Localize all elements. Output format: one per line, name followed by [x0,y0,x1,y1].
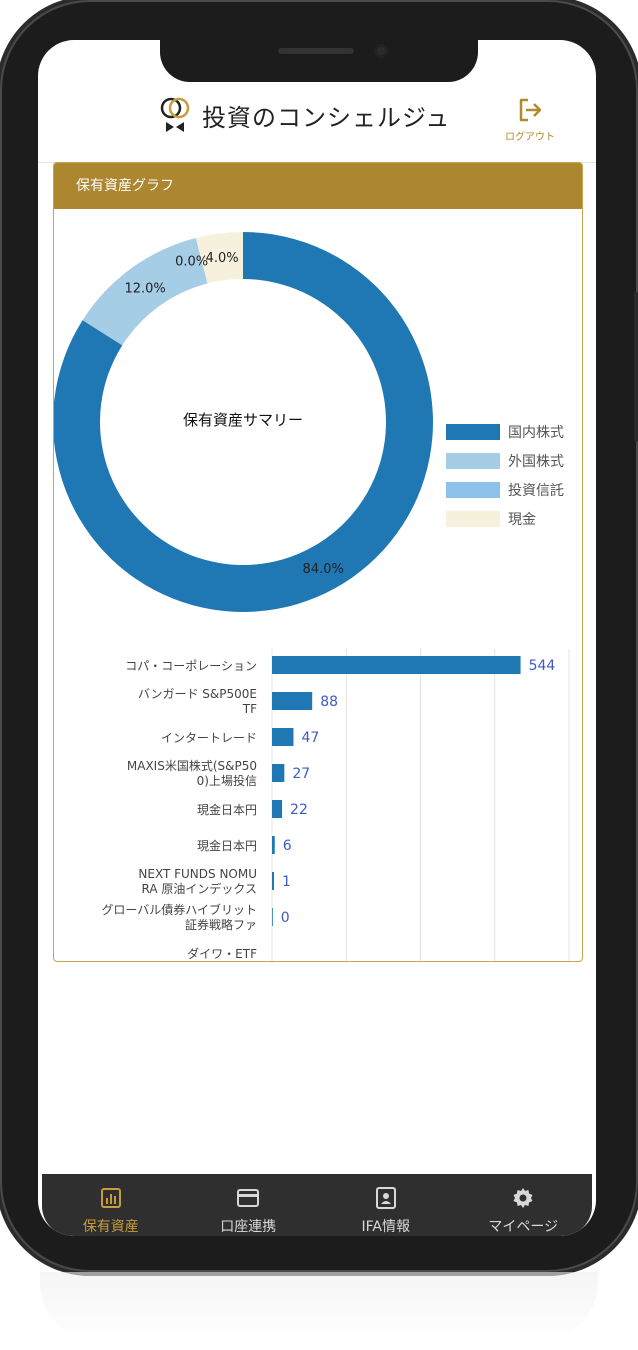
legend-item[interactable]: 国内株式 [446,417,564,446]
bar-category-label: バンガード S&P500E TF [138,687,257,716]
notch [160,38,478,82]
bar[interactable] [272,872,274,890]
donut-legend: 国内株式外国株式投資信託現金 [446,417,564,533]
legend-label: 投資信託 [508,482,564,499]
legend-swatch [446,481,500,498]
gear-icon [513,1188,533,1208]
donut-chart: 保有資産サマリー 84.0% 12.0% 0.0%4.0% [54,232,433,612]
bar-value-label: 22 [290,802,308,818]
logout-label: ログアウト [505,132,555,143]
legend-item[interactable]: 投資信託 [446,475,564,504]
legend-item[interactable]: 外国株式 [446,446,564,475]
card-title: 保有資産グラフ [54,163,582,209]
bar-category-label: 現金日本円 [197,802,257,817]
logout-button[interactable]: ログアウト [500,96,560,143]
tab-credit-card[interactable]: 口座連携 [180,1174,318,1236]
donut-center-label: 保有資産サマリー [183,411,303,429]
bar-category-label: 現金日本円 [197,838,257,853]
donut-chart-area: 保有資産サマリー 84.0% 12.0% 0.0% 4.0% 国内株式外国株式投資信託… [54,209,582,649]
bar-value-label: 1 [282,874,291,890]
donut-percent-label: 12.0% [124,281,165,296]
legend-swatch [446,510,500,527]
donut-slice[interactable] [195,232,243,284]
bar[interactable] [272,836,275,854]
legend-label: 現金 [508,511,536,528]
credit-card-icon [237,1189,260,1207]
tab-label: マイページ [488,1219,559,1235]
bar-category-label: インタートレード [161,731,257,745]
id-badge-icon [375,1187,396,1209]
donut-slice[interactable] [82,237,208,346]
legend-item[interactable]: 現金 [446,504,564,533]
donut-percent-label: 4.0% [206,251,239,266]
bar-value-label: 27 [292,766,310,782]
legend-label: 国内株式 [508,424,564,441]
bar-category-label: NEXT FUNDS NOMU RA 原油インデックス [138,867,257,896]
logo-icon [160,97,190,132]
power-button [634,292,638,442]
bar-value-label: 47 [301,730,319,746]
legend-label: 外国株式 [508,453,564,470]
bar-value-label: 0 [281,910,290,926]
front-camera [374,44,388,58]
app-header: 投資のコンシェルジュ ログアウト [38,92,596,163]
bar-category-label: MAXIS米国株式(S&P50 0)上場投信 [127,758,257,788]
bar-chart-icon [100,1188,121,1208]
tab-label: IFA情報 [361,1219,410,1235]
donut-percent-label: 0.0% [175,255,208,270]
app-title: 投資のコンシェルジュ [202,104,451,132]
tab-label: 口座連携 [220,1219,277,1235]
bar[interactable] [272,908,273,926]
holdings-bar-chart: コパ・コーポレーション 544 バンガード S&P500E TF 88 インタートレード 4… [54,649,582,961]
bottom-tab-bar: 保有資産 口座連携 IFA情報 マイページ [42,1174,592,1236]
asset-graph-card: 保有資産グラフ 保有資産サマリー 84.0% 12.0% 0.0% 4.0% 国内株式… [53,162,583,962]
bar-category-label: ダイワ・ETF [187,946,257,961]
legend-swatch [446,423,500,440]
bar[interactable] [272,728,294,746]
bar[interactable] [272,656,521,674]
bar[interactable] [272,800,283,818]
bar-category-label: コパ・コーポレーション [125,659,257,673]
tab-id-badge[interactable]: IFA情報 [317,1174,455,1236]
bar-value-label: 544 [529,658,556,674]
logout-icon [519,98,542,122]
phone-reflection [40,1272,598,1342]
bar-category-label: グローバル債券ハイブリット証券戦略ファ [101,902,257,932]
tab-bar-chart[interactable]: 保有資産 [42,1174,180,1236]
bar-value-label: 88 [320,694,338,710]
bar-value-label: 6 [283,838,292,854]
speaker [278,48,354,54]
app-screen: 投資のコンシェルジュ ログアウト 保有資産グラフ 保有資産サマリー 84.0% 1… [38,40,596,1236]
tab-gear[interactable]: マイページ [455,1174,593,1236]
donut-percent-label: 84.0% [303,562,344,577]
bar[interactable] [272,692,313,710]
tab-label: 保有資産 [82,1219,139,1235]
bar-chart-svg: コパ・コーポレーション 544 バンガード S&P500E TF 88 インタートレード 4… [101,649,570,961]
bar[interactable] [272,764,285,782]
legend-swatch [446,452,500,469]
